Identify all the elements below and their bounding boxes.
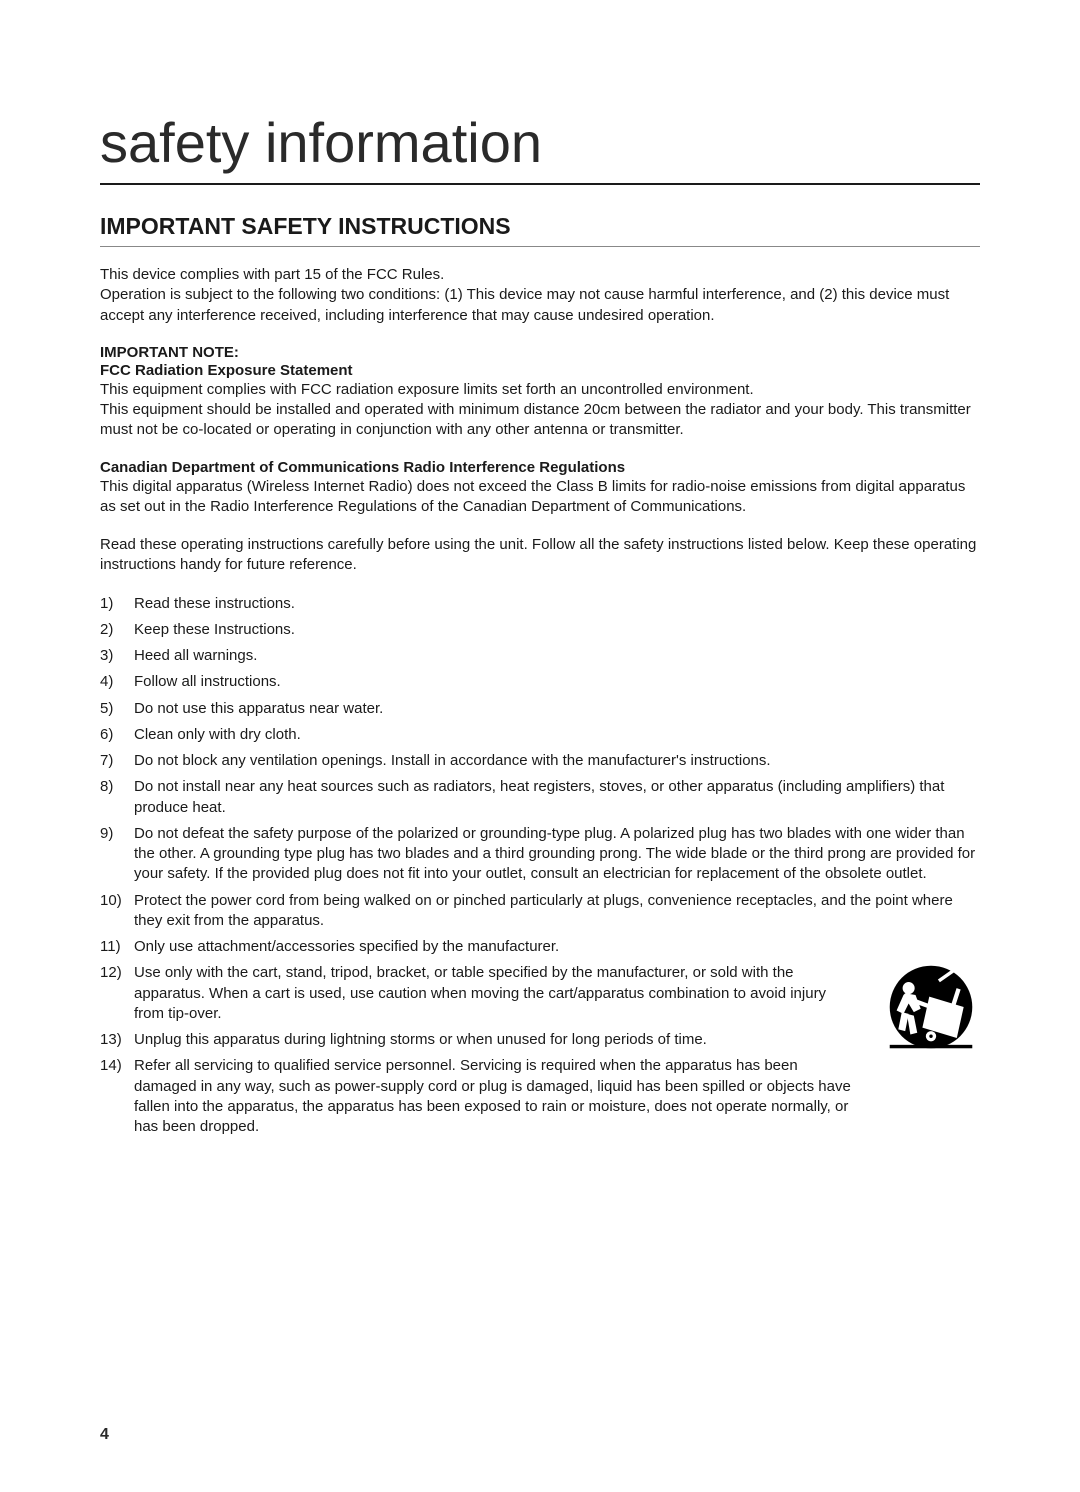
fcc-line2: Operation is subject to the following tw… (100, 285, 980, 326)
instruction-item: Use only with the cart, stand, tripod, b… (100, 963, 980, 1024)
instruction-item: Only use attachment/accessories specifie… (100, 937, 980, 957)
instructions-list: Read these instructions. Keep these Instr… (100, 594, 980, 1138)
important-note-p2: This equipment should be installed and o… (100, 400, 980, 441)
instruction-item: Do not use this apparatus near water. (100, 699, 980, 719)
intro-text: Read these operating instructions carefu… (100, 535, 980, 576)
page-number: 4 (100, 1426, 109, 1444)
instruction-item: Do not defeat the safety purpose of the … (100, 824, 980, 885)
instructions-container: Read these instructions. Keep these Instr… (100, 594, 980, 1138)
instruction-item: Protect the power cord from being walked… (100, 891, 980, 932)
instruction-item: Read these instructions. (100, 594, 980, 614)
instruction-item: Refer all servicing to qualified service… (100, 1056, 980, 1137)
canada-head: Canadian Department of Communications Ra… (100, 459, 980, 476)
instruction-item: Keep these Instructions. (100, 620, 980, 640)
instruction-item: Follow all instructions. (100, 672, 980, 692)
section-title: IMPORTANT SAFETY INSTRUCTIONS (100, 213, 980, 247)
canada-p: This digital apparatus (Wireless Interne… (100, 477, 980, 518)
important-note-head1: IMPORTANT NOTE: (100, 344, 980, 361)
page-title: safety information (100, 110, 980, 185)
canada-block: Canadian Department of Communications Ra… (100, 459, 980, 518)
fcc-line1: This device complies with part 15 of the… (100, 265, 980, 285)
instruction-item: Do not block any ventilation openings. I… (100, 751, 980, 771)
instruction-item: Unplug this apparatus during lightning s… (100, 1030, 980, 1050)
instruction-item: Do not install near any heat sources suc… (100, 777, 980, 818)
instruction-item: Clean only with dry cloth. (100, 725, 980, 745)
important-note-block: IMPORTANT NOTE: FCC Radiation Exposure S… (100, 344, 980, 441)
instruction-item: Heed all warnings. (100, 646, 980, 666)
fcc-block: This device complies with part 15 of the… (100, 265, 980, 326)
important-note-p1: This equipment complies with FCC radiati… (100, 380, 980, 400)
cart-tip-over-icon (888, 964, 974, 1050)
important-note-head2: FCC Radiation Exposure Statement (100, 362, 980, 379)
